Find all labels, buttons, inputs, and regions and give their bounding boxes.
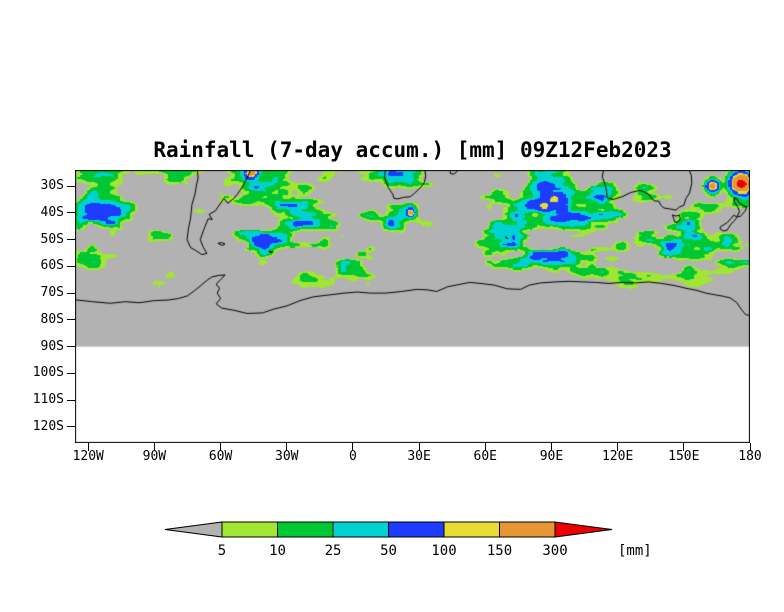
colorbar-segment <box>277 521 334 538</box>
colorbar-tick-label: 10 <box>269 543 286 559</box>
x-tick-label: 180 <box>738 449 762 464</box>
x-tick-label: 60W <box>208 449 233 464</box>
y-tick-mark <box>67 319 75 321</box>
x-tick-mark <box>286 443 288 451</box>
y-tick-label: 80S <box>40 311 64 327</box>
chart-title: Rainfall (7-day accum.) [mm] 09Z12Feb202… <box>153 138 672 162</box>
x-tick-label: 0 <box>349 449 357 464</box>
x-tick-label: 30E <box>407 449 431 464</box>
y-tick-mark <box>67 346 75 348</box>
y-tick-label: 40S <box>40 204 64 220</box>
colorbar-segment <box>388 521 445 538</box>
y-tick-label: 60S <box>40 258 64 274</box>
colorbar-segment <box>221 521 278 538</box>
x-tick-mark <box>683 443 685 451</box>
y-tick-label: 110S <box>32 392 64 408</box>
y-tick-label: 30S <box>40 178 64 194</box>
colorbar-unit-label: [mm] <box>618 543 652 559</box>
x-tick-mark <box>550 443 552 451</box>
colorbar-below-arrow <box>164 521 223 538</box>
y-tick-mark <box>67 239 75 241</box>
x-tick-mark <box>87 443 89 451</box>
x-tick-label: 90E <box>539 449 564 464</box>
colorbar-tick-label: 5 <box>217 543 227 559</box>
y-tick-label: 120S <box>32 418 64 434</box>
colorbar-segment <box>443 521 500 538</box>
colorbar-tick-label: 50 <box>380 543 397 559</box>
y-tick-label: 70S <box>40 285 64 301</box>
colorbar-tick-label: 100 <box>431 543 457 559</box>
colorbar <box>164 521 613 538</box>
y-tick-label: 90S <box>40 338 64 354</box>
colorbar-over-arrow <box>554 521 613 538</box>
y-tick-mark <box>67 372 75 374</box>
y-tick-mark <box>67 212 75 214</box>
x-tick-label: 120E <box>601 449 634 464</box>
x-tick-mark <box>220 443 222 451</box>
x-tick-mark <box>749 443 751 451</box>
y-tick-label: 50S <box>40 231 64 247</box>
x-tick-mark <box>352 443 354 451</box>
y-tick-mark <box>67 399 75 401</box>
x-tick-label: 120W <box>72 449 104 464</box>
x-tick-label: 30W <box>275 449 299 464</box>
y-tick-mark <box>67 426 75 428</box>
colorbar-tick-label: 25 <box>324 543 342 559</box>
x-tick-mark <box>484 443 486 451</box>
colorbar-tick-label: 300 <box>542 543 568 559</box>
y-tick-mark <box>67 185 75 187</box>
y-tick-label: 100S <box>32 365 64 381</box>
colorbar-segment <box>332 521 389 538</box>
x-tick-mark <box>153 443 155 451</box>
x-tick-label: 60E <box>473 449 498 464</box>
x-tick-mark <box>617 443 619 451</box>
y-tick-mark <box>67 265 75 267</box>
y-tick-mark <box>67 292 75 294</box>
x-tick-label: 150E <box>668 449 700 464</box>
rainfall-map-canvas <box>75 170 750 443</box>
plot-area <box>75 170 750 443</box>
x-tick-mark <box>418 443 420 451</box>
colorbar-tick-label: 150 <box>486 543 513 559</box>
x-tick-label: 90W <box>142 449 167 464</box>
colorbar-segment <box>499 521 556 538</box>
